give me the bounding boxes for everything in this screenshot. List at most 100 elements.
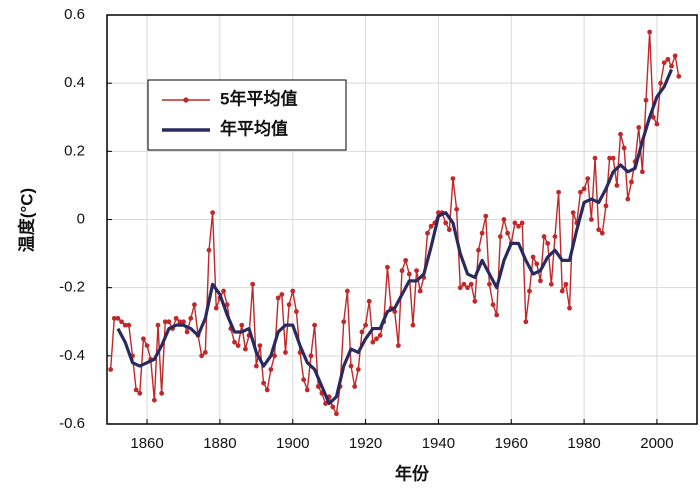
data-point [344, 288, 350, 294]
data-point [210, 210, 216, 216]
data-point [330, 404, 336, 410]
y-tick-label: 0.4 [64, 74, 85, 91]
data-point [119, 319, 124, 325]
data-point [541, 234, 547, 239]
data-point [548, 281, 554, 287]
data-point [312, 322, 317, 328]
data-point [530, 254, 536, 260]
data-point [315, 384, 321, 389]
data-point [221, 288, 226, 294]
data-point [159, 390, 165, 396]
data-point [669, 63, 674, 69]
series-line [116, 68, 673, 406]
legend-label: 5年平均值 [220, 88, 297, 108]
x-axis-label: 年份 [395, 463, 430, 483]
y-tick-label: -0.4 [59, 347, 85, 364]
data-point [446, 227, 452, 233]
data-point [552, 234, 558, 239]
data-point [272, 353, 277, 359]
data-point [516, 223, 521, 229]
legend-box [147, 79, 347, 151]
data-point [166, 319, 172, 325]
data-point [581, 186, 587, 192]
data-point [610, 155, 616, 161]
data-point [461, 281, 467, 287]
data-point [232, 339, 237, 345]
data-point [162, 319, 168, 325]
data-point [235, 343, 241, 349]
data-point [261, 380, 267, 386]
data-point [570, 210, 576, 216]
data-point [173, 315, 179, 321]
data-point [556, 189, 562, 195]
data-point [603, 203, 609, 209]
legend-marker [183, 97, 189, 103]
data-point [676, 73, 682, 79]
data-point [115, 315, 121, 321]
data-point [268, 367, 274, 372]
data-point [137, 390, 143, 396]
data-point [279, 292, 285, 297]
data-point [348, 363, 354, 369]
data-point [141, 336, 146, 342]
data-point [283, 350, 288, 355]
data-point [108, 367, 114, 372]
y-tick-label: 0.2 [64, 142, 85, 159]
data-point [366, 298, 372, 304]
data-point [578, 189, 583, 195]
data-point [428, 223, 434, 229]
data-point [206, 247, 212, 253]
data-point [188, 315, 194, 321]
data-point [618, 131, 623, 137]
data-point [468, 281, 474, 287]
data-point [643, 97, 649, 103]
data-point [559, 288, 565, 294]
data-point [621, 145, 627, 151]
data-point [534, 261, 540, 267]
data-point [293, 309, 299, 314]
data-point [264, 387, 270, 393]
data-point [275, 295, 281, 301]
y-axis-label: 温度(°C) [16, 188, 36, 252]
data-point [497, 234, 503, 239]
data-point [359, 329, 365, 335]
data-point [639, 169, 645, 175]
data-point [614, 183, 620, 188]
x-tick-label: 1980 [567, 435, 600, 452]
data-point [658, 80, 663, 86]
data-point [181, 319, 186, 325]
data-point [352, 384, 358, 389]
data-point [450, 176, 456, 182]
y-tick-label: -0.2 [59, 279, 85, 296]
data-point [155, 322, 161, 328]
data-point [192, 302, 197, 308]
x-tick-label: 1900 [276, 435, 309, 452]
data-point [199, 353, 205, 359]
x-tick-label: 2000 [640, 435, 673, 452]
data-point [133, 387, 139, 393]
y-tick-label: -0.6 [59, 415, 85, 432]
data-point [122, 322, 128, 328]
data-point [512, 220, 518, 226]
data-point [567, 305, 572, 311]
data-point [454, 206, 460, 212]
data-point [592, 155, 598, 161]
data-point [545, 240, 551, 246]
data-point [650, 114, 656, 120]
data-point [250, 281, 256, 287]
data-point [202, 350, 208, 355]
data-point [476, 247, 481, 253]
y-tick-label: 0.6 [64, 6, 85, 23]
data-point [647, 29, 653, 35]
data-point [599, 230, 605, 236]
data-point [341, 319, 347, 325]
data-point [370, 339, 376, 345]
data-point [151, 397, 157, 403]
data-point [184, 329, 190, 335]
data-point [625, 196, 631, 202]
data-point [363, 322, 368, 328]
data-point [523, 319, 529, 325]
data-point [417, 288, 423, 294]
x-tick-label: 1860 [130, 435, 163, 452]
data-point [224, 302, 230, 308]
